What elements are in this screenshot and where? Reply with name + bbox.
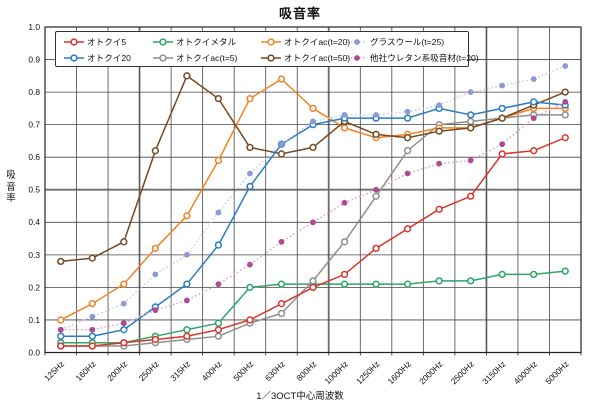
- legend-label: オトクイメタル: [176, 37, 237, 47]
- svg-text:200Hz: 200Hz: [105, 359, 129, 383]
- svg-text:5000Hz: 5000Hz: [543, 359, 570, 386]
- svg-text:250Hz: 250Hz: [137, 359, 161, 383]
- svg-text:2000Hz: 2000Hz: [417, 359, 444, 386]
- svg-text:1600Hz: 1600Hz: [386, 359, 413, 386]
- legend-label: オトクイac(t=20): [284, 37, 351, 47]
- legend-marker-icon: [347, 39, 367, 45]
- x-tick-labels: 125Hz 160Hz 200Hz 250Hz 315Hz 400Hz 500Hz 630Hz…: [42, 359, 571, 386]
- svg-text:0.0: 0.0: [28, 347, 40, 357]
- series-オトクイac(t=50): [57, 72, 569, 266]
- svg-text:0.2: 0.2: [28, 282, 40, 292]
- y-axis-title: 吸音率: [6, 170, 16, 204]
- svg-text:0.8: 0.8: [28, 87, 40, 97]
- svg-text:0.9: 0.9: [28, 54, 40, 64]
- legend-label: オトクイ5: [87, 37, 127, 47]
- legend-item: オトクイac(t=50): [261, 50, 350, 66]
- chart-title: 吸音率: [278, 6, 321, 21]
- x-axis-title: 1／3OCT中心周波数: [256, 391, 344, 402]
- legend-item: オトクイ20: [64, 50, 131, 66]
- svg-text:0.5: 0.5: [28, 185, 40, 195]
- y-tick-labels: 0.0 0.1 0.2 0.3 0.4 0.5 0.6 0.7 0.8 0.9 1.0: [28, 22, 40, 357]
- legend-label: オトクイac(t=5): [176, 53, 238, 63]
- legend-box: オトクイ5 オトクイ20 オトクイメタル オトクイac(t=5) オトクイac(t=20…: [55, 31, 479, 67]
- svg-text:4000Hz: 4000Hz: [512, 359, 539, 386]
- series-オトクイ20: [57, 98, 569, 340]
- svg-text:0.7: 0.7: [28, 120, 40, 130]
- legend-marker-icon: [64, 38, 84, 46]
- svg-text:500Hz: 500Hz: [231, 359, 255, 383]
- legend-marker-icon: [261, 54, 281, 62]
- legend-item: オトクイac(t=20): [261, 34, 350, 50]
- plot-frame: [44, 26, 582, 354]
- svg-text:0.1: 0.1: [28, 315, 40, 325]
- legend-item: 他社ウレタン系吸音材(t=20): [347, 50, 479, 66]
- svg-text:1250Hz: 1250Hz: [354, 359, 381, 386]
- series-グラスウール(t=25): [57, 63, 569, 333]
- svg-text:0.6: 0.6: [28, 152, 40, 162]
- svg-text:315Hz: 315Hz: [168, 359, 192, 383]
- legend-label: オトクイac(t=50): [284, 53, 351, 63]
- series-オトクイ5: [57, 134, 569, 350]
- svg-text:1000Hz: 1000Hz: [322, 359, 349, 386]
- svg-text:630Hz: 630Hz: [263, 359, 287, 383]
- legend-marker-icon: [261, 38, 281, 46]
- series-他社ウレタン系吸音材(t=20): [57, 98, 569, 333]
- legend-label: グラスウール(t=25): [370, 37, 445, 47]
- svg-text:400Hz: 400Hz: [200, 359, 224, 383]
- svg-text:125Hz: 125Hz: [42, 359, 66, 383]
- legend-label: 他社ウレタン系吸音材(t=20): [370, 53, 479, 63]
- legend-marker-icon: [153, 54, 173, 62]
- svg-text:3150Hz: 3150Hz: [480, 359, 507, 386]
- gridlines: [45, 27, 581, 353]
- legend-marker-icon: [347, 55, 367, 61]
- legend-column: オトクイメタル オトクイac(t=5): [153, 34, 237, 66]
- svg-text:0.4: 0.4: [28, 217, 40, 227]
- legend-item: グラスウール(t=25): [347, 34, 479, 50]
- legend-marker-icon: [153, 38, 173, 46]
- legend-label: オトクイ20: [87, 53, 131, 63]
- legend-item: オトクイac(t=5): [153, 50, 237, 66]
- legend-column: グラスウール(t=25) 他社ウレタン系吸音材(t=20): [347, 34, 479, 66]
- legend-column: オトクイac(t=20) オトクイac(t=50): [261, 34, 350, 66]
- axis-ticks: [44, 352, 582, 356]
- svg-text:160Hz: 160Hz: [74, 359, 98, 383]
- svg-text:2500Hz: 2500Hz: [449, 359, 476, 386]
- legend-column: オトクイ5 オトクイ20: [64, 34, 131, 66]
- svg-text:0.3: 0.3: [28, 250, 40, 260]
- legend-marker-icon: [64, 54, 84, 62]
- legend-item: オトクイ5: [64, 34, 131, 50]
- legend-item: オトクイメタル: [153, 34, 237, 50]
- svg-text:800Hz: 800Hz: [294, 359, 318, 383]
- svg-text:1.0: 1.0: [28, 22, 40, 32]
